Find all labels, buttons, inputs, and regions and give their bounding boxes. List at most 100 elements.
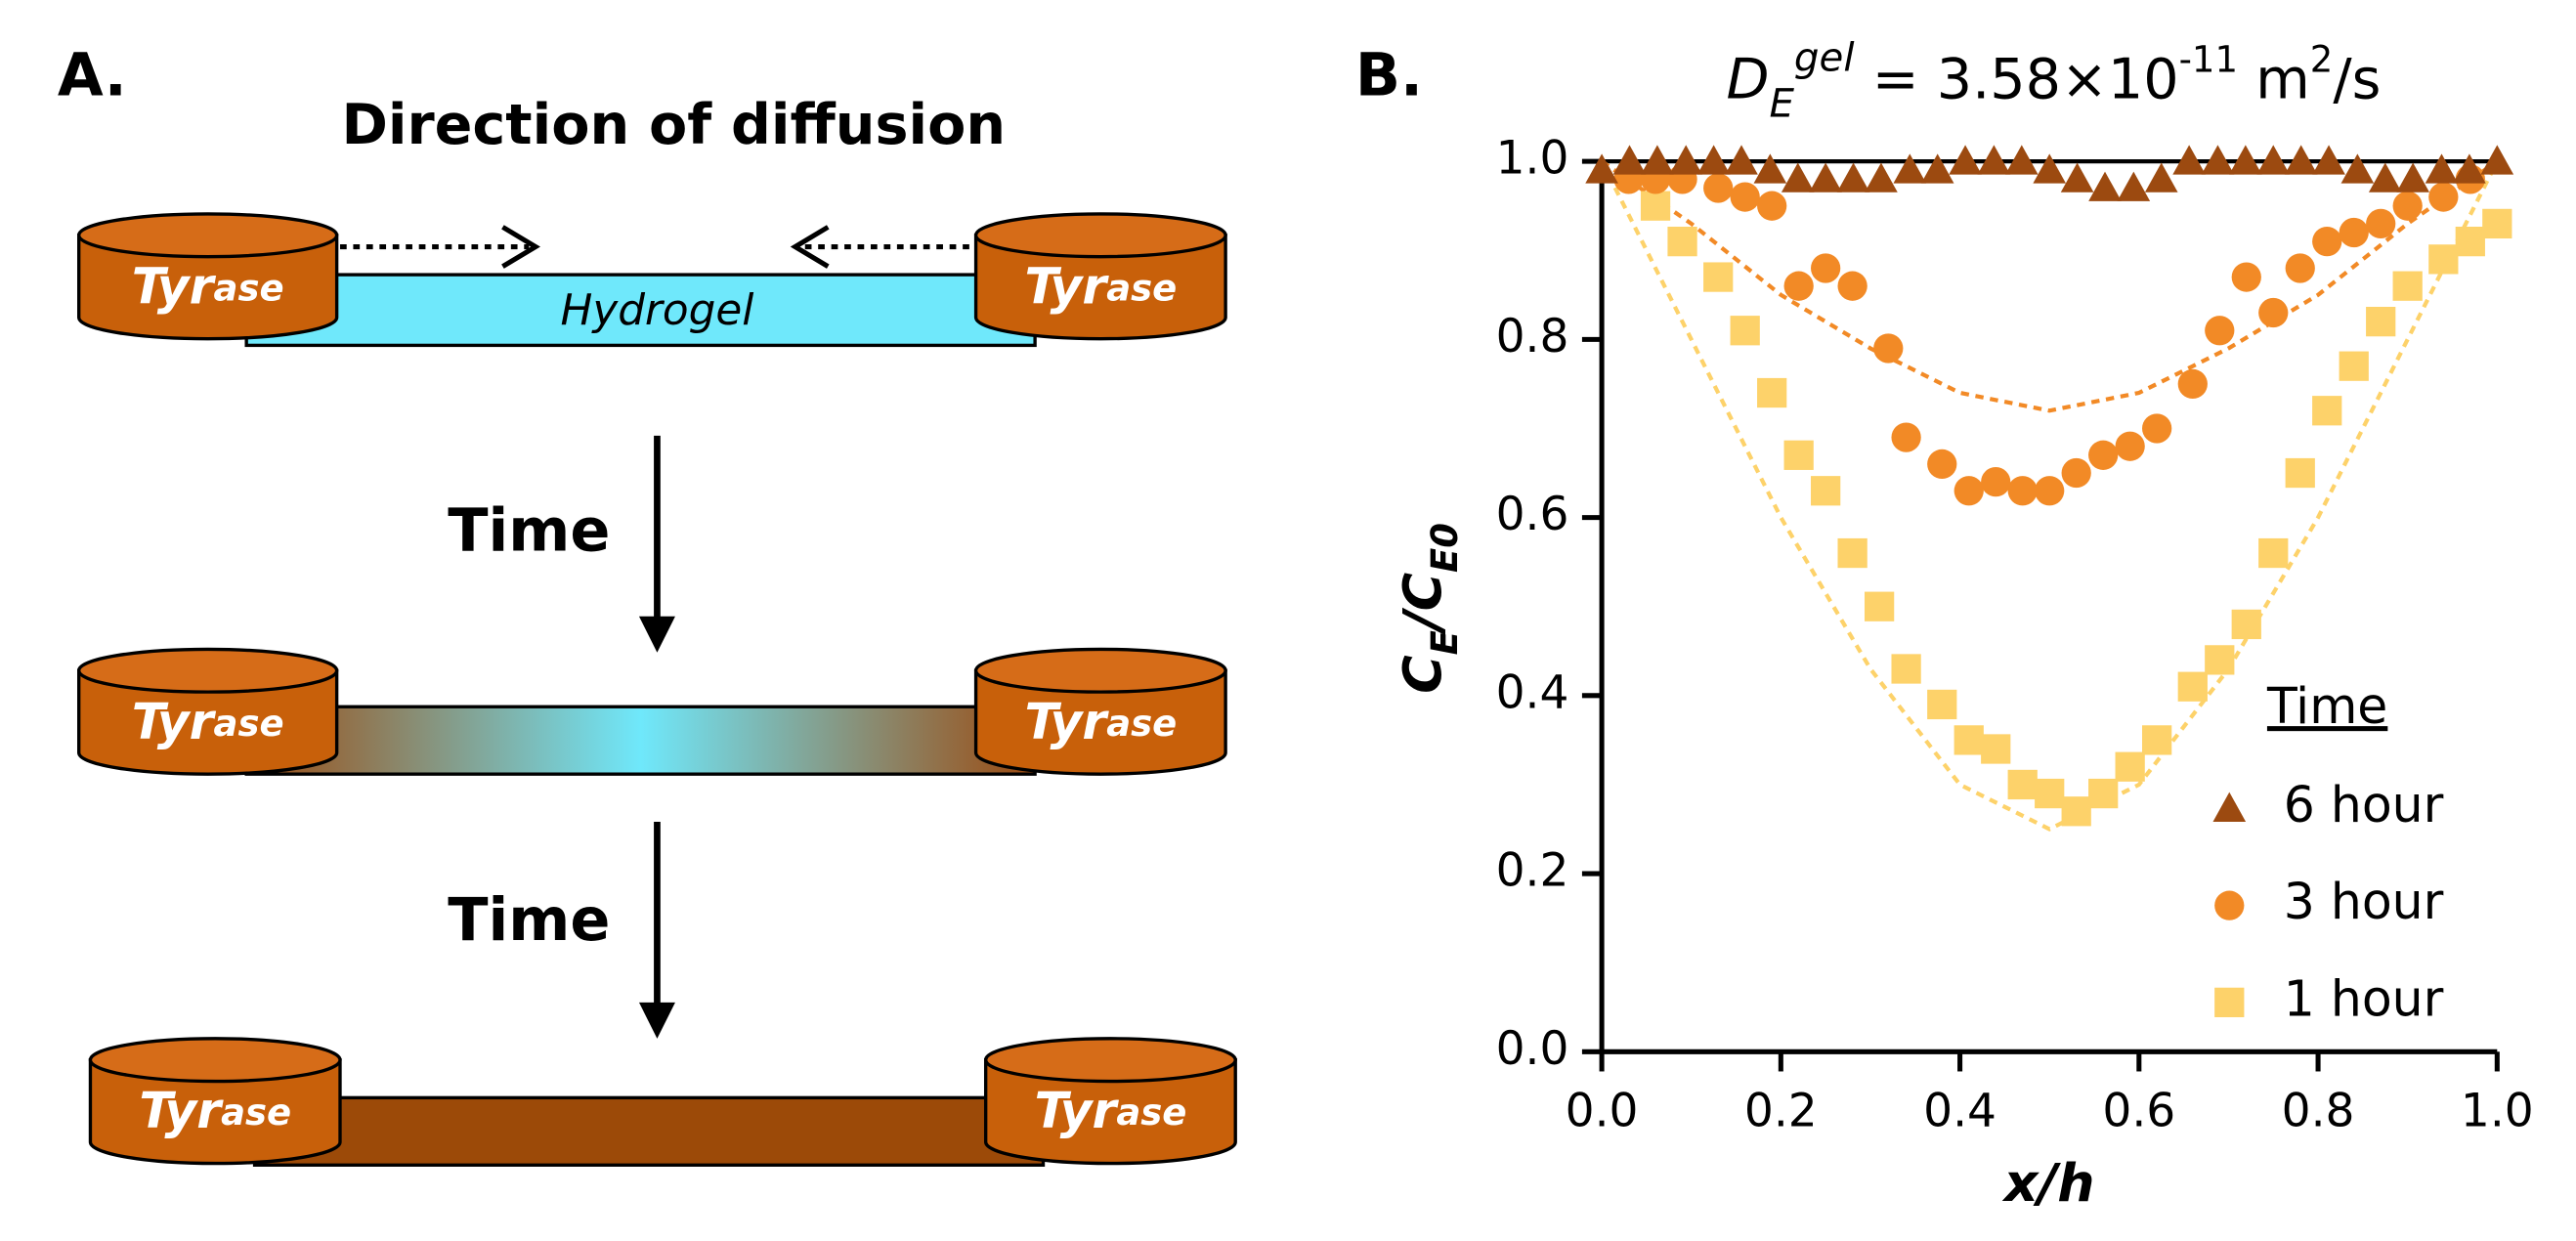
data-point bbox=[2061, 796, 2091, 827]
enzyme-label: Tyrase bbox=[1024, 692, 1177, 749]
data-point bbox=[1927, 449, 1957, 480]
hydrogel-label: Hydrogel bbox=[561, 285, 754, 335]
data-point bbox=[2256, 145, 2291, 175]
hydrogel bbox=[252, 1095, 1046, 1167]
data-point bbox=[2258, 297, 2289, 328]
data-point bbox=[1703, 262, 1734, 292]
data-point bbox=[1953, 725, 1984, 755]
data-point bbox=[1669, 145, 1703, 175]
data-point bbox=[1953, 476, 1984, 506]
data-point bbox=[1667, 227, 1697, 257]
data-point bbox=[2312, 145, 2345, 175]
data-point bbox=[1783, 440, 1814, 470]
data-point bbox=[2428, 182, 2459, 212]
data-point bbox=[2396, 162, 2429, 193]
tyrosinase-top bbox=[983, 1037, 1237, 1084]
data-point bbox=[2142, 725, 2172, 755]
arrow-head bbox=[638, 1002, 675, 1039]
data-point bbox=[2455, 227, 2485, 257]
data-point bbox=[2205, 316, 2235, 346]
data-point bbox=[2312, 227, 2342, 257]
data-point bbox=[2366, 208, 2396, 239]
enzyme-label: Tyrase bbox=[132, 257, 284, 315]
data-point bbox=[2201, 145, 2235, 175]
y-label-part: /C bbox=[1392, 573, 1453, 636]
enzyme-label: Tyrase bbox=[132, 692, 284, 749]
data-point bbox=[2366, 307, 2396, 337]
data-point bbox=[1696, 145, 1731, 175]
data-point bbox=[2368, 162, 2402, 193]
tyrosinase-top bbox=[973, 647, 1227, 694]
x-axis-label: x/h bbox=[2001, 1152, 2095, 1214]
title-part: m bbox=[2238, 47, 2310, 111]
time-label: Time bbox=[448, 496, 610, 565]
data-point bbox=[2453, 153, 2486, 184]
title-part: D bbox=[1726, 47, 1769, 111]
data-point bbox=[1730, 182, 1760, 212]
data-point bbox=[2480, 145, 2514, 175]
data-point bbox=[2339, 351, 2369, 381]
tyrosinase-top bbox=[77, 647, 339, 694]
data-point bbox=[1757, 377, 1787, 408]
data-point bbox=[2425, 153, 2459, 184]
data-point bbox=[1783, 271, 1814, 301]
data-point bbox=[2392, 271, 2423, 301]
data-point bbox=[1891, 654, 1921, 684]
data-point bbox=[2177, 368, 2208, 400]
tyrosinase-body bbox=[983, 1058, 1237, 1166]
title-part: = 3.58×10 bbox=[1855, 47, 2179, 111]
data-point bbox=[1811, 253, 1841, 283]
data-point bbox=[1873, 333, 1904, 364]
data-point bbox=[2115, 431, 2145, 461]
fit-curve bbox=[1600, 159, 2499, 413]
data-point bbox=[1836, 162, 1870, 193]
data-point bbox=[2115, 751, 2145, 782]
data-point bbox=[2007, 769, 2038, 800]
data-point bbox=[1927, 689, 1957, 720]
title-part: E bbox=[1769, 80, 1794, 126]
tyrosinase-body bbox=[77, 234, 339, 341]
data-point bbox=[1612, 145, 1647, 175]
data-point bbox=[2088, 171, 2122, 201]
data-point bbox=[2428, 244, 2459, 275]
enzyme-label: Tyrase bbox=[1024, 257, 1177, 315]
data-point bbox=[2258, 537, 2289, 569]
data-point bbox=[1725, 145, 1758, 175]
data-point bbox=[2035, 476, 2065, 506]
tyrosinase-top bbox=[973, 212, 1227, 259]
data-point bbox=[2035, 778, 2065, 809]
enzyme-name: Tyr bbox=[132, 692, 217, 749]
enzyme-name: Tyr bbox=[132, 257, 217, 315]
legend-label: 3 hour bbox=[2284, 873, 2444, 930]
y-axis-label: CE/CE0 bbox=[1392, 523, 1466, 694]
legend-label: 1 hour bbox=[2284, 969, 2444, 1027]
data-point bbox=[1809, 162, 1842, 193]
data-point bbox=[1981, 734, 2011, 764]
tyrosinase-body bbox=[973, 668, 1227, 776]
arrow-head bbox=[501, 225, 540, 269]
data-point bbox=[2004, 145, 2039, 175]
data-point bbox=[1837, 537, 1868, 569]
data-point bbox=[1920, 153, 1954, 184]
y-label-part: E bbox=[1424, 630, 1466, 655]
x-tick-label: 0.2 bbox=[1744, 1085, 1818, 1138]
legend-marker bbox=[2212, 792, 2247, 822]
data-point bbox=[1757, 191, 1787, 221]
data-point bbox=[2340, 153, 2375, 184]
tyrosinase-top bbox=[77, 212, 339, 259]
enzyme-suffix: ase bbox=[221, 1091, 291, 1134]
enzyme-label: Tyrase bbox=[1035, 1082, 1187, 1139]
enzyme-suffix: ase bbox=[1116, 1091, 1186, 1134]
tyrosinase-body bbox=[973, 234, 1227, 341]
legend-title: Time bbox=[2266, 677, 2387, 735]
y-tick-label: 0.0 bbox=[1496, 1022, 1569, 1076]
data-point bbox=[2007, 476, 2038, 506]
data-point bbox=[1865, 162, 1898, 193]
y-tick-label: 0.2 bbox=[1496, 844, 1569, 898]
enzyme-suffix: ase bbox=[214, 267, 284, 309]
legend-marker bbox=[2214, 890, 2245, 920]
hydrogel bbox=[244, 705, 1037, 776]
panel-label: B. bbox=[1355, 42, 1423, 110]
